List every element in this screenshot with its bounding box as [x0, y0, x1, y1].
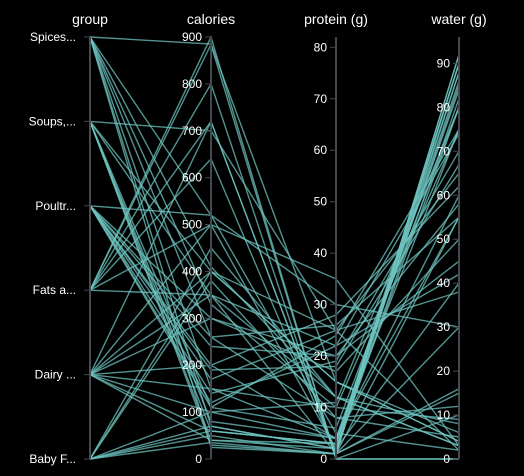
- tick-label: 70: [437, 144, 451, 158]
- data-line: [89, 186, 460, 367]
- data-line: [89, 129, 460, 409]
- tick-label: 40: [437, 276, 451, 290]
- category-label: Baby F...: [29, 452, 76, 466]
- data-line: [89, 85, 460, 460]
- tick-label: 60: [314, 143, 328, 157]
- axis-group: group Spices... Soups,... Poultr... Fats a..…: [29, 11, 108, 466]
- tick-label: 300: [182, 311, 202, 325]
- data-line: [89, 63, 460, 445]
- tick-label: 0: [195, 452, 202, 466]
- category-label: Dairy ...: [35, 368, 76, 382]
- axis-protein: protein (g) 0 10 20 30 40 50 60 70 80: [304, 11, 368, 466]
- tick-label: 80: [314, 40, 328, 54]
- data-line: [89, 270, 460, 460]
- tick-label: 50: [437, 232, 451, 246]
- data-line: [89, 279, 460, 460]
- tick-label: 70: [314, 92, 328, 106]
- tick-label: 600: [182, 171, 202, 185]
- tick-label: 30: [437, 320, 451, 334]
- tick-label: 100: [182, 405, 202, 419]
- data-line: [89, 36, 460, 419]
- axis-calories: calories 0 100 200 300 400 500 600 700 800 900: [182, 11, 235, 466]
- category-label: Soups,...: [29, 114, 76, 128]
- tick-label: 90: [437, 56, 451, 70]
- tick-label: 40: [314, 246, 328, 260]
- data-line: [89, 223, 460, 447]
- category-label: Poultr...: [35, 199, 76, 213]
- data-line: [89, 129, 460, 460]
- category-label: Fats a...: [33, 283, 76, 297]
- category-label: Spices...: [30, 30, 76, 44]
- data-line: [89, 36, 460, 434]
- tick-label: 400: [182, 264, 202, 278]
- data-line: [89, 260, 460, 376]
- data-line: [89, 128, 460, 409]
- tick-label: 700: [182, 124, 202, 138]
- tick-label: 20: [437, 364, 451, 378]
- tick-label: 10: [314, 401, 328, 415]
- tick-label: 10: [437, 408, 451, 422]
- axes: group Spices... Soups,... Poultr... Fats a..…: [29, 11, 487, 466]
- data-line: [89, 35, 459, 460]
- tick-label: 30: [314, 298, 328, 312]
- axis-title: water (g): [430, 11, 486, 27]
- axis-water: water (g) 0 10 20 30 40 50 60 70 80 90: [430, 11, 486, 466]
- tick-label: 0: [320, 452, 327, 466]
- data-line: [89, 273, 460, 376]
- data-line: [89, 63, 460, 460]
- tick-label: 500: [182, 218, 202, 232]
- data-line: [89, 157, 460, 456]
- data-line: [89, 216, 460, 456]
- data-line: [89, 270, 460, 376]
- data-line: [89, 205, 460, 338]
- tick-label: 0: [443, 452, 450, 466]
- tick-label: 900: [182, 30, 202, 44]
- data-line: [89, 246, 460, 460]
- data-lines: [89, 35, 460, 460]
- axis-title: calories: [187, 11, 235, 27]
- axis-title: protein (g): [304, 11, 368, 27]
- data-line: [89, 36, 460, 421]
- tick-label: 200: [182, 358, 202, 372]
- data-line: [89, 205, 460, 373]
- data-line: [89, 203, 460, 357]
- data-line: [89, 36, 460, 425]
- tick-label: 80: [437, 100, 451, 114]
- tick-label: 800: [182, 77, 202, 91]
- tick-label: 20: [314, 349, 328, 363]
- data-line: [89, 82, 460, 460]
- data-line: [89, 36, 460, 440]
- tick-label: 50: [314, 195, 328, 209]
- tick-label: 60: [437, 188, 451, 202]
- axis-title: group: [72, 11, 108, 27]
